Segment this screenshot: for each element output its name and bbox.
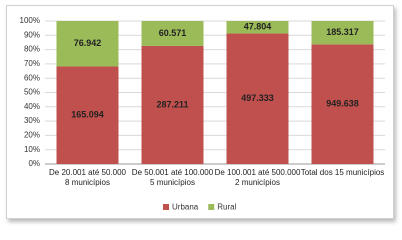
legend-label: Rural <box>217 203 236 212</box>
legend-swatch <box>208 204 215 210</box>
x-tick-label: De 100.001 até 500.000 2 municípios <box>214 168 301 187</box>
y-tick-label: 100% <box>20 16 40 25</box>
bar-segment <box>226 33 289 164</box>
bar-segment <box>141 21 204 46</box>
data-label: 47.804 <box>244 22 272 32</box>
x-tick-label: De 20.001 até 50.000 8 municípios <box>49 168 126 187</box>
y-tick-label: 50% <box>24 88 40 97</box>
y-tick-label: 80% <box>24 45 40 54</box>
y-tick-label: 30% <box>24 116 40 125</box>
y-tick-label: 90% <box>24 30 40 39</box>
data-label: 287.211 <box>156 99 188 109</box>
y-tick-label: 70% <box>24 59 40 68</box>
x-tick-label: Total dos 15 municípios <box>300 168 385 177</box>
chart-container: 0% 10% 20% 30% 40% 50% 60% 70% 80% 90% 100% 165.094… <box>6 5 394 219</box>
legend-label: Urbana <box>172 203 199 212</box>
data-label: 497.333 <box>241 93 274 103</box>
bar-segment <box>311 21 374 45</box>
y-tick-label: 20% <box>24 131 40 140</box>
chart: 0% 10% 20% 30% 40% 50% 60% 70% 80% 90% 100% 165.094… <box>20 16 385 212</box>
x-tick-label: De 50.001 até 100.000 5 municípios <box>131 168 214 187</box>
data-label: 76.942 <box>74 38 102 48</box>
data-label: 949.638 <box>326 99 359 109</box>
bar-segment <box>56 66 119 164</box>
y-tick-label: 40% <box>24 102 40 111</box>
data-label: 185.317 <box>326 27 359 37</box>
y-tick-label: 10% <box>24 145 40 154</box>
bar-segment <box>226 21 289 34</box>
bar-segment <box>141 45 204 164</box>
legend-swatch <box>163 204 169 210</box>
bar-segment <box>56 21 119 67</box>
y-tick-label: 60% <box>24 73 40 82</box>
data-label: 165.094 <box>71 110 104 120</box>
y-tick-label: 0% <box>28 159 40 168</box>
data-label: 60.571 <box>159 28 187 38</box>
bar-segment <box>311 44 374 164</box>
